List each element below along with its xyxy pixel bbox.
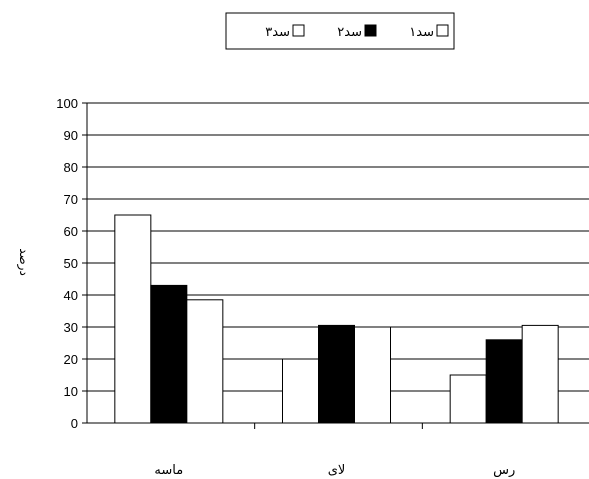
bar bbox=[318, 324, 355, 424]
x-category-label: رس bbox=[493, 463, 515, 478]
legend-label: سد۱ bbox=[409, 25, 434, 40]
bars bbox=[114, 214, 559, 424]
x-category-labels: ماسه لای رس bbox=[154, 463, 515, 478]
legend-label: سد۳ bbox=[265, 25, 290, 40]
y-tick-label: 20 bbox=[64, 352, 78, 367]
legend: سد۳ سد۲ سد۱ bbox=[225, 12, 455, 50]
x-category-label: ماسه bbox=[154, 463, 183, 478]
bar bbox=[114, 214, 152, 424]
legend-label: سد۲ bbox=[337, 25, 362, 40]
bar bbox=[150, 284, 188, 424]
bar bbox=[485, 339, 523, 424]
y-axis-label: درصد bbox=[16, 248, 31, 276]
y-tick-label: 70 bbox=[64, 192, 78, 207]
bar bbox=[449, 374, 487, 424]
y-tick-label: 60 bbox=[64, 224, 78, 239]
bar bbox=[521, 324, 559, 424]
y-tick-label: 50 bbox=[64, 256, 78, 271]
legend-box bbox=[225, 12, 455, 50]
y-tick-label: 100 bbox=[56, 96, 78, 111]
x-category-label: لای bbox=[328, 463, 346, 478]
legend-swatch bbox=[436, 24, 449, 37]
y-tick-labels: 0 10 20 30 40 50 60 70 80 90 100 bbox=[56, 96, 78, 431]
y-tick-label: 30 bbox=[64, 320, 78, 335]
bar bbox=[186, 299, 224, 424]
legend-swatch bbox=[292, 24, 305, 37]
bar bbox=[354, 326, 391, 424]
y-tick-label: 40 bbox=[64, 288, 78, 303]
y-tick-label: 80 bbox=[64, 160, 78, 175]
y-tick-label: 10 bbox=[64, 384, 78, 399]
y-tick-label: 0 bbox=[71, 416, 78, 431]
y-tick-label: 90 bbox=[64, 128, 78, 143]
axes bbox=[86, 103, 589, 429]
bar bbox=[282, 358, 319, 424]
legend-swatch bbox=[364, 24, 377, 37]
